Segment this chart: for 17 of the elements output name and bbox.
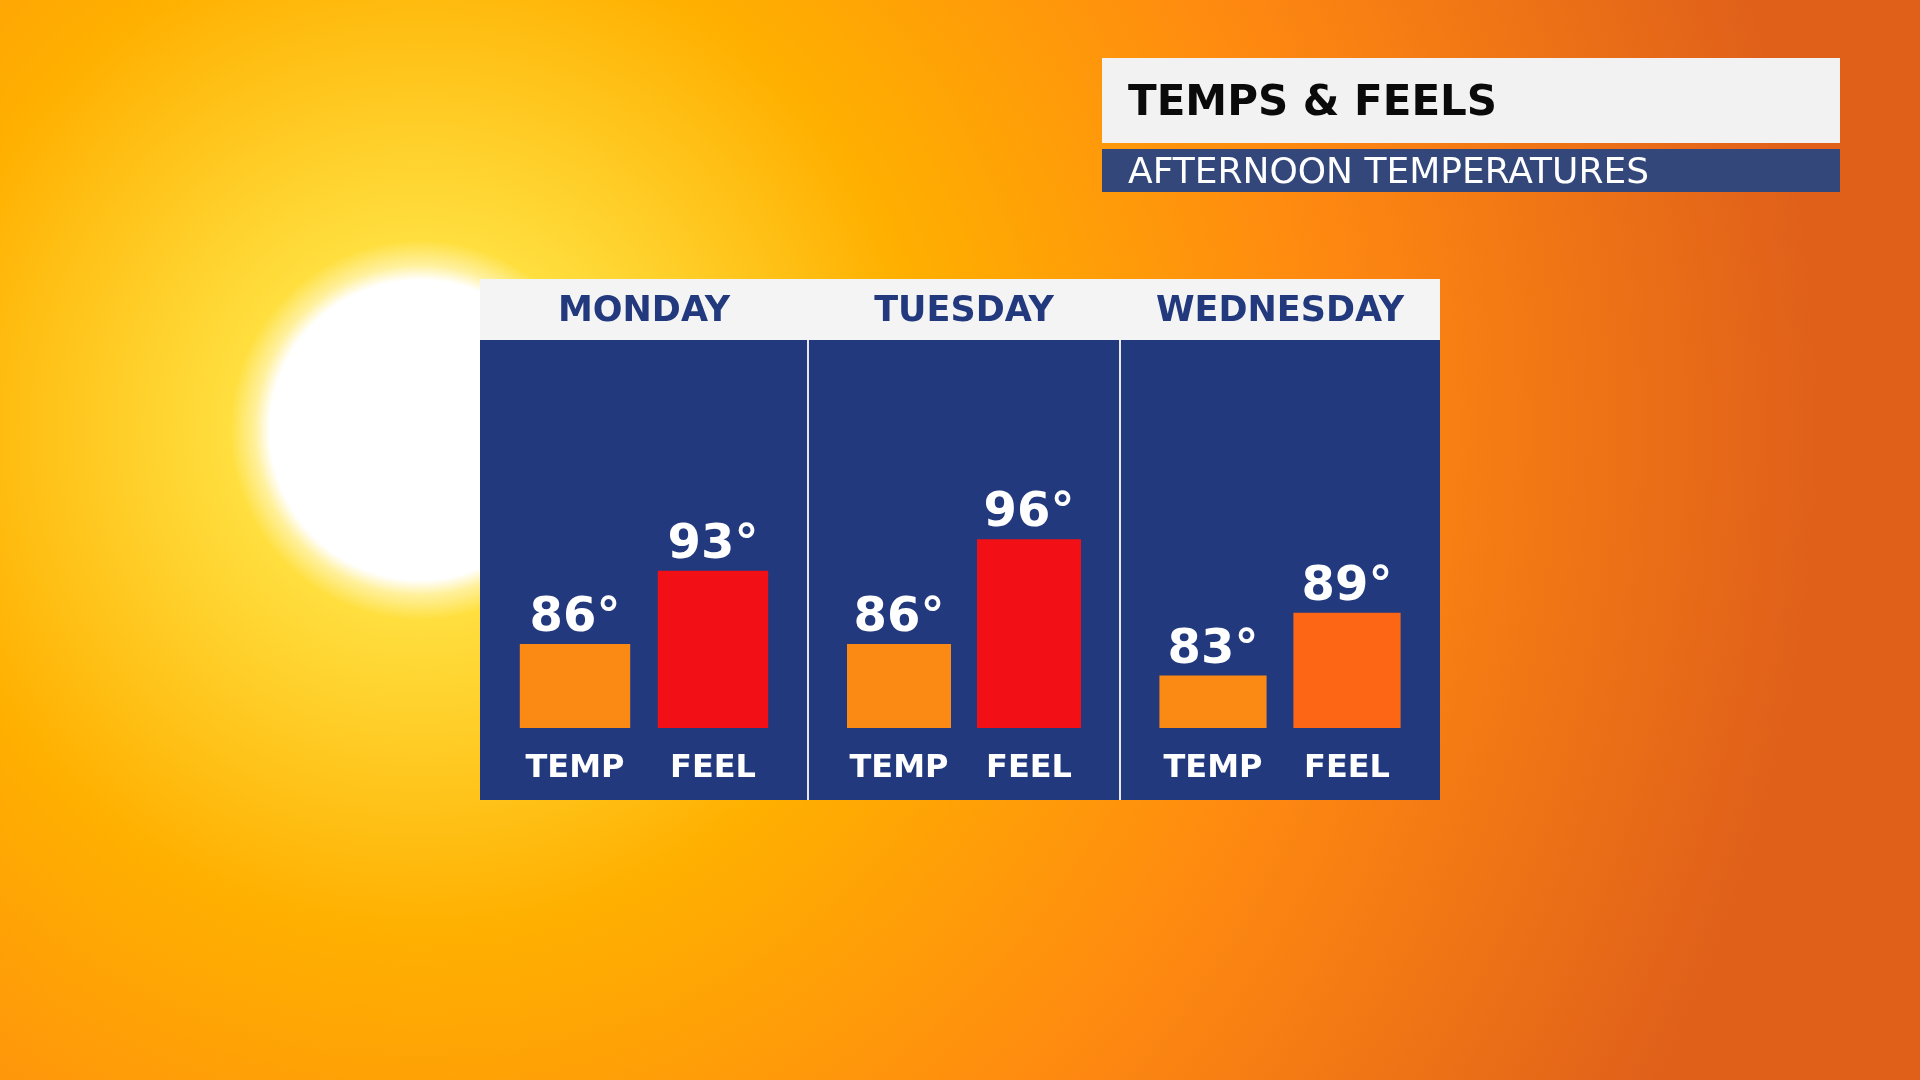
x-tick-label: FEEL [986, 747, 1072, 785]
data-label: 86° [853, 586, 945, 643]
data-label: 83° [1167, 617, 1259, 674]
chart-title: MONDAY [480, 279, 808, 340]
chart-title: TUESDAY [808, 279, 1120, 340]
data-label: 96° [983, 481, 1075, 538]
text: TEMPS & FEELS [1102, 58, 1840, 143]
data-label: 86° [529, 586, 621, 643]
text: AFTERNOON TEMPERATURES [1102, 149, 1840, 192]
x-tick-label: FEEL [1304, 747, 1390, 785]
x-tick-label: FEEL [670, 747, 756, 785]
chart-title: WEDNESDAY [1120, 279, 1440, 340]
data-label: 93° [667, 512, 759, 569]
x-tick-label: TEMP [849, 747, 949, 785]
x-tick-label: TEMP [525, 747, 625, 785]
data-label: 89° [1301, 554, 1393, 611]
x-tick-label: TEMP [1163, 747, 1263, 785]
